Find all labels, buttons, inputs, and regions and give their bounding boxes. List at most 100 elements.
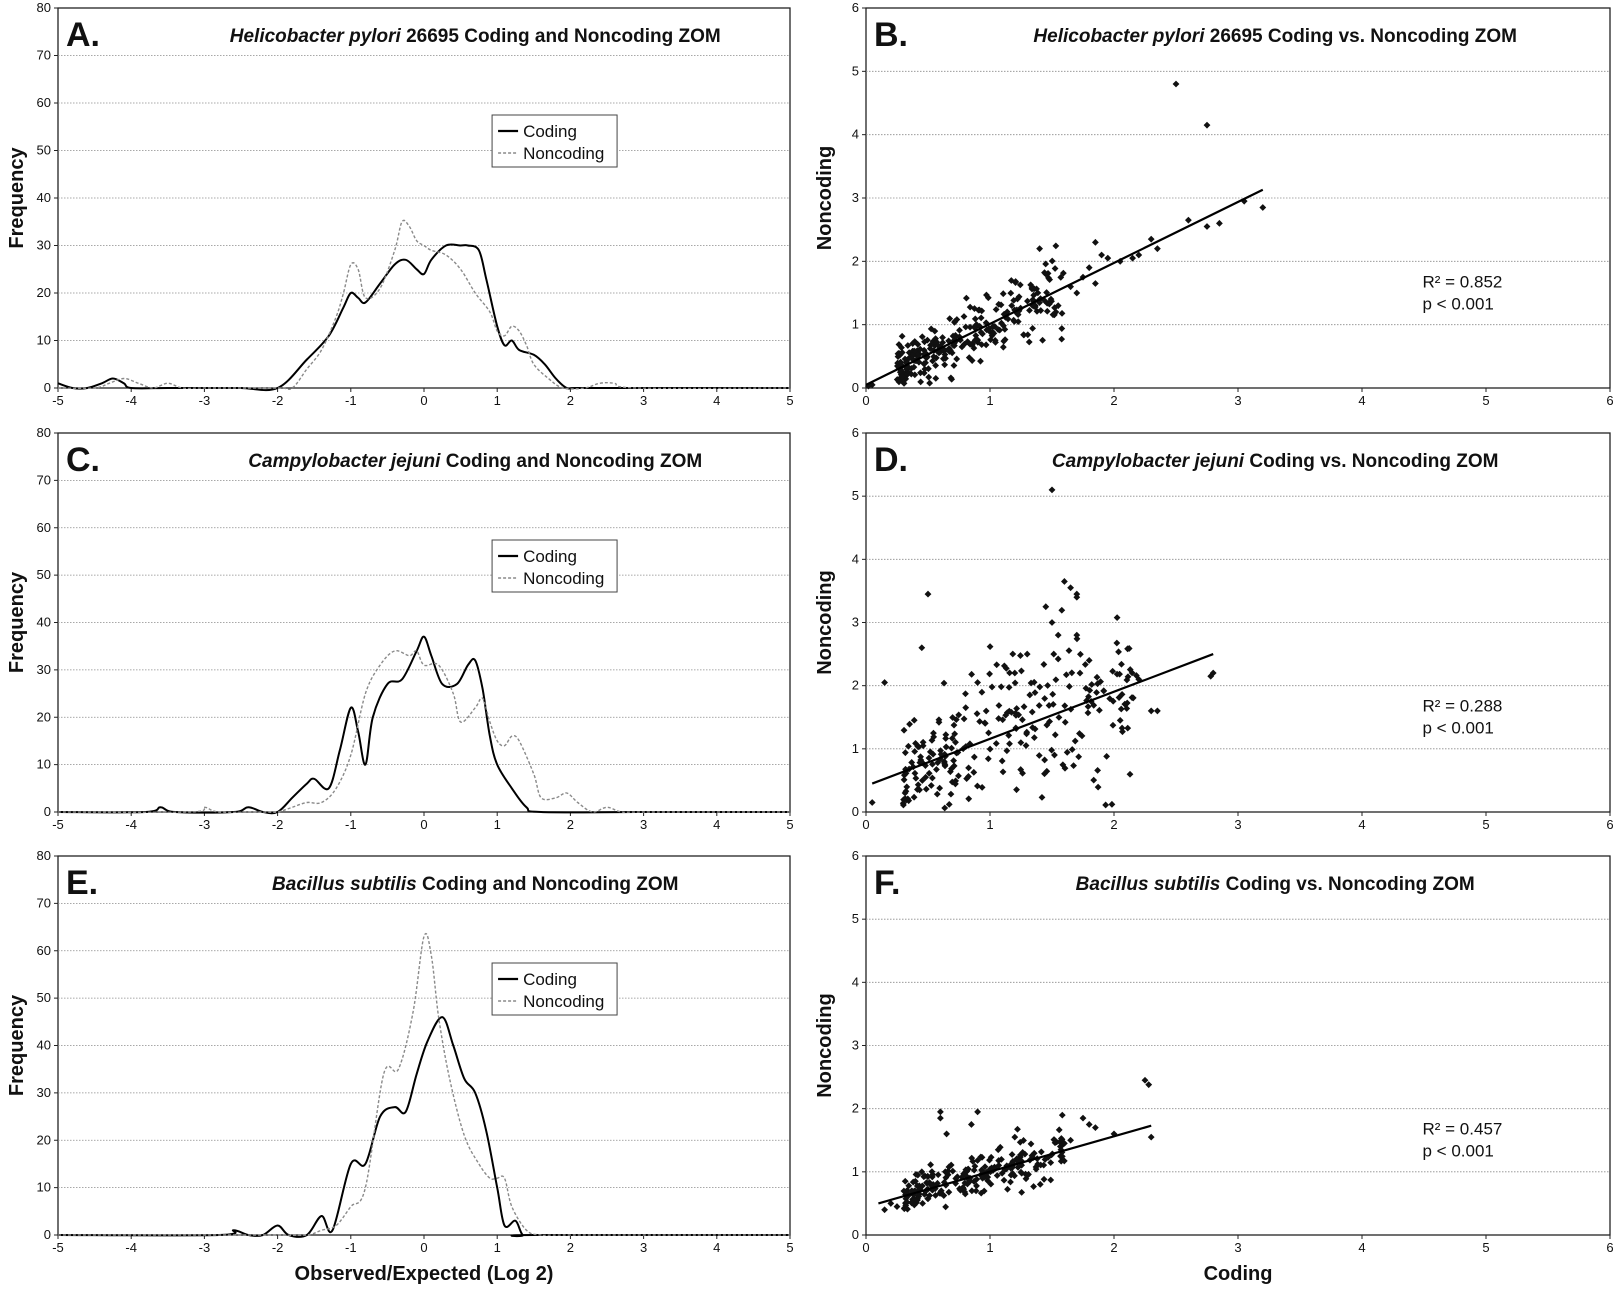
scatter-point — [968, 1187, 976, 1195]
scatter-point — [1073, 635, 1081, 643]
scatter-point — [1015, 711, 1023, 719]
x-tick-label: 5 — [786, 393, 793, 408]
scatter-point — [1002, 711, 1010, 719]
scatter-point — [997, 301, 1005, 309]
scatter-point — [986, 670, 993, 678]
title-species: Bacillus subtilis — [272, 874, 417, 895]
scatter-point — [1037, 1148, 1045, 1156]
scatter-point — [987, 1180, 995, 1188]
title-rest: Coding vs. Noncoding ZOM — [1220, 874, 1474, 895]
scatter-point — [1051, 731, 1059, 739]
scatter-point — [1041, 695, 1049, 702]
scatter-point — [1019, 1149, 1027, 1156]
scatter-point — [911, 371, 919, 379]
scatter-point — [1045, 300, 1053, 308]
scatter-point — [937, 1108, 944, 1116]
scatter-point — [1070, 762, 1077, 770]
y-tick-label: 4 — [852, 127, 859, 142]
scatter-point — [1043, 307, 1051, 315]
y-tick-label: 40 — [37, 1038, 51, 1053]
y-tick-label: 80 — [37, 425, 51, 440]
scatter-point — [1044, 682, 1052, 689]
scatter-point — [1050, 650, 1058, 658]
scatter-point — [1057, 1157, 1065, 1165]
scatter-point — [1009, 1164, 1016, 1171]
scatter-point — [994, 1146, 1002, 1154]
scatter-point — [917, 378, 925, 386]
scatter-point — [1037, 307, 1045, 314]
x-tick-label: -5 — [52, 1240, 64, 1255]
scatter-point — [963, 775, 971, 782]
scatter-point — [1026, 306, 1033, 314]
scatter-point — [909, 352, 917, 359]
scatter-point — [947, 346, 954, 354]
scatter-point — [1203, 223, 1211, 230]
scatter-point — [1085, 1121, 1093, 1128]
scatter-point — [953, 316, 961, 323]
panel-d: 0 1 2 3 4 5 6 0 1 2 3 4 5 6 Noncoding D. Campylobacter j… — [814, 425, 1614, 832]
y-tick-label: 4 — [852, 551, 859, 566]
scatter-point — [929, 750, 937, 758]
scatter-point — [956, 1185, 963, 1193]
scatter-point — [968, 1121, 975, 1128]
x-tick-label: -1 — [345, 393, 357, 408]
scatter-point — [1079, 1114, 1087, 1122]
scatter-point — [1126, 666, 1134, 673]
series-line-coding — [57, 1016, 790, 1238]
x-tick-label: 6 — [1606, 1240, 1613, 1255]
scatter-point — [1002, 664, 1010, 672]
scatter-point — [1061, 718, 1069, 726]
scatter-point — [982, 341, 990, 349]
scatter-point — [1067, 283, 1074, 291]
scatter-point — [973, 1175, 981, 1183]
scatter-point — [1123, 705, 1131, 712]
x-tick-label: 2 — [567, 1240, 574, 1255]
scatter-point — [1030, 291, 1038, 299]
scatter-point — [1113, 670, 1121, 678]
series-line-noncoding — [57, 932, 790, 1237]
scatter-point — [987, 1153, 995, 1161]
scatter-point — [1043, 721, 1051, 729]
scatter-point — [927, 782, 935, 789]
scatter-point — [1007, 277, 1015, 284]
scatter-point — [1098, 251, 1105, 259]
scatter-point — [1041, 770, 1048, 778]
scatter-point — [920, 1173, 928, 1181]
x-tick-label: -1 — [345, 1240, 357, 1255]
legend-box — [491, 114, 618, 168]
scatter-point — [1038, 793, 1046, 801]
y-tick-label: 30 — [37, 238, 51, 253]
scatter-point — [927, 1181, 935, 1189]
scatter-point — [1044, 1153, 1052, 1161]
scatter-point — [1100, 687, 1108, 695]
scatter-point — [930, 733, 938, 741]
title-rest: Coding vs. Noncoding ZOM — [1244, 451, 1498, 472]
scatter-point — [943, 1130, 950, 1138]
scatter-point — [1085, 693, 1092, 701]
scatter-point — [960, 313, 968, 320]
scatter-point — [1036, 683, 1044, 691]
x-axis-label: Observed/Expected (Log 2) — [295, 1263, 554, 1285]
legend-label: Coding — [523, 970, 577, 989]
scatter-point — [1065, 683, 1073, 690]
scatter-point — [903, 1198, 911, 1206]
scatter-point — [924, 1173, 932, 1181]
scatter-point — [965, 764, 972, 772]
scatter-point — [941, 1168, 949, 1176]
y-tick-label: 6 — [852, 425, 859, 440]
x-tick-label: 4 — [1358, 393, 1365, 408]
scatter-point — [900, 1205, 908, 1213]
y-tick-label: 80 — [37, 848, 51, 863]
scatter-point — [1090, 701, 1098, 709]
scatter-point — [1016, 1151, 1024, 1159]
scatter-point — [977, 357, 984, 365]
scatter-point — [1008, 302, 1016, 310]
scatter-point — [1067, 584, 1074, 592]
scatter-point — [1117, 705, 1125, 713]
scatter-point — [1019, 769, 1026, 777]
x-tick-label: -3 — [199, 817, 211, 832]
scatter-point — [1006, 669, 1013, 677]
scatter-point — [901, 1177, 909, 1185]
x-tick-label: 6 — [1606, 817, 1613, 832]
scatter-point — [952, 1180, 960, 1187]
